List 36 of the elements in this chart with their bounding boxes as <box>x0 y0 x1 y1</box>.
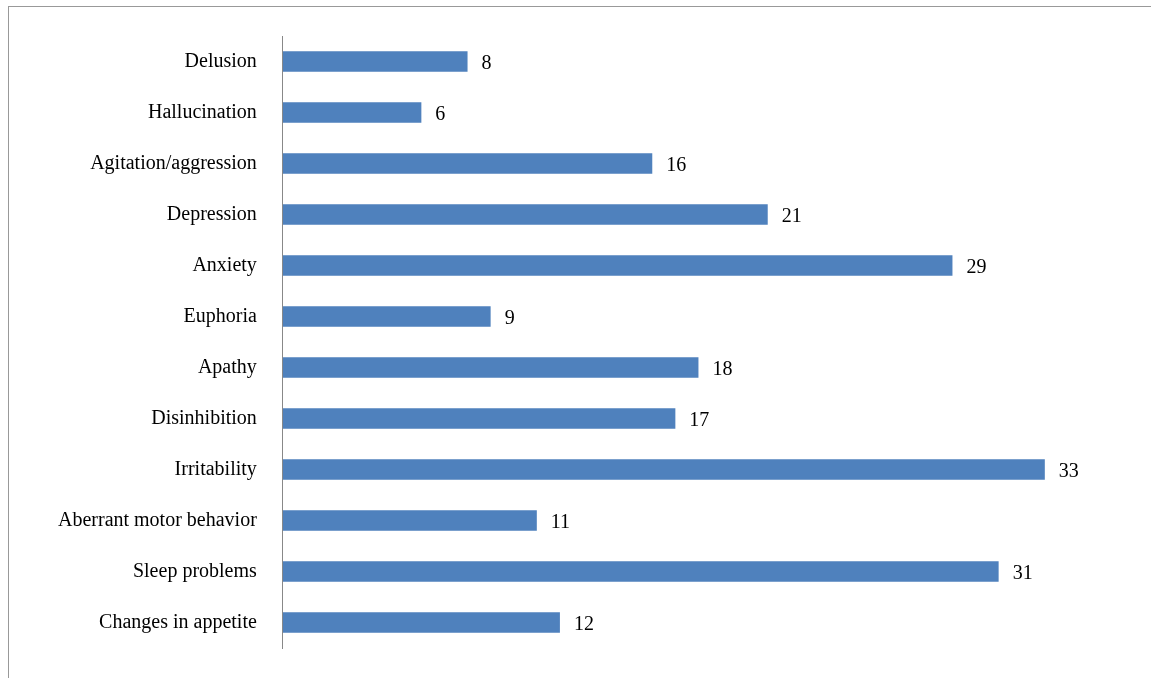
y-tick-label: Aberrant motor behavior <box>57 507 258 530</box>
y-tick-label: Sleep problems <box>132 558 258 582</box>
data-label: 33 <box>1058 458 1079 481</box>
y-tick-label: Hallucination <box>147 99 257 122</box>
bar <box>282 561 999 582</box>
y-tick-label: Agitation/aggression <box>90 150 257 174</box>
data-label: 18 <box>712 356 733 379</box>
bar <box>282 612 560 633</box>
data-label: 8 <box>481 50 492 73</box>
bar <box>282 357 699 378</box>
data-label: 9 <box>504 305 515 328</box>
bar <box>282 459 1045 480</box>
data-label: 29 <box>966 254 987 277</box>
data-label: 11 <box>550 509 571 532</box>
data-label: 12 <box>573 611 594 634</box>
data-label: 16 <box>666 152 687 175</box>
data-label: 21 <box>781 203 802 226</box>
data-label: 6 <box>435 101 446 124</box>
bar <box>282 306 491 327</box>
bar <box>282 255 953 276</box>
y-tick-label: Depression <box>166 201 257 225</box>
y-tick-label: Disinhibition <box>151 405 257 428</box>
y-tick-label: Anxiety <box>192 252 257 276</box>
bar <box>282 408 676 429</box>
bar <box>282 153 653 174</box>
y-tick-label: Delusion <box>184 48 257 71</box>
bar <box>282 51 468 72</box>
bar <box>282 510 537 531</box>
data-label: 31 <box>1012 560 1033 583</box>
y-tick-label: Irritability <box>174 456 257 480</box>
y-tick-label: Apathy <box>197 354 257 378</box>
bar <box>282 102 422 123</box>
bar <box>282 204 768 225</box>
y-tick-label: Euphoria <box>183 303 257 327</box>
data-label: 17 <box>689 407 710 430</box>
y-tick-label: Changes in appetite <box>99 609 257 633</box>
